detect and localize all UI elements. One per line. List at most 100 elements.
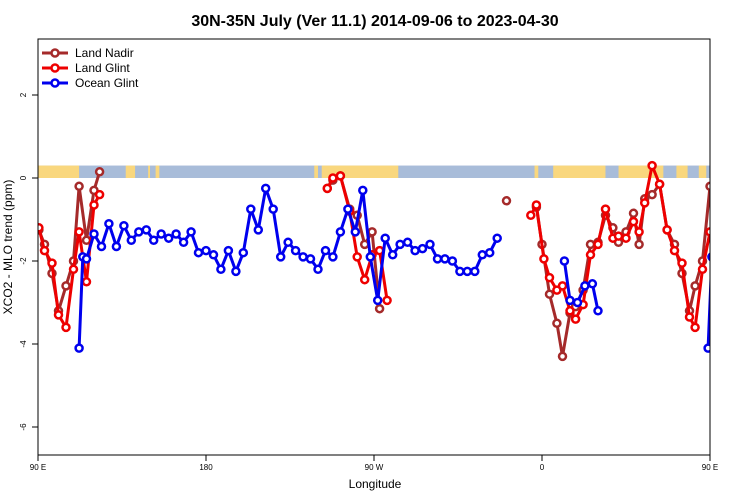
data-point xyxy=(557,281,568,291)
x-tick-label: 90 W xyxy=(365,463,384,472)
data-point xyxy=(531,200,542,210)
data-point xyxy=(74,227,84,237)
data-point xyxy=(68,264,79,275)
legend-marker xyxy=(50,48,60,58)
data-point xyxy=(208,250,219,260)
data-point xyxy=(570,314,581,324)
axes: 90 E 180 90 W 0 90 E 2 0 -2 -4 -6 xyxy=(19,92,718,472)
data-point xyxy=(572,297,583,308)
y-axis-label: XCO2 - MLO trend (ppm) xyxy=(1,180,15,315)
data-point xyxy=(432,254,443,264)
data-point xyxy=(163,233,174,243)
x-tick-label: 0 xyxy=(540,463,545,472)
data-point xyxy=(705,181,710,192)
land-strip-segment xyxy=(314,165,318,178)
data-point xyxy=(74,181,84,192)
y-tick-label: 2 xyxy=(19,92,28,97)
data-point xyxy=(580,281,590,291)
data-point xyxy=(148,235,159,246)
data-point xyxy=(374,303,385,314)
data-point xyxy=(417,243,428,254)
land-strip-segment xyxy=(698,165,707,178)
data-point xyxy=(593,239,603,250)
data-point xyxy=(298,252,308,262)
legend-label: Land Nadir xyxy=(75,46,134,60)
data-point xyxy=(557,351,568,362)
land-ocean-strip xyxy=(38,165,710,178)
data-point xyxy=(156,229,166,239)
data-point xyxy=(290,245,301,256)
data-point xyxy=(238,247,249,258)
data-point xyxy=(260,183,271,194)
legend-marker xyxy=(50,63,60,73)
y-tick-label: -4 xyxy=(19,340,28,348)
data-point xyxy=(552,318,562,329)
data-point xyxy=(526,210,536,221)
data-point xyxy=(335,227,346,237)
data-point xyxy=(447,256,458,266)
data-point xyxy=(268,204,278,214)
data-point xyxy=(585,239,596,250)
data-point xyxy=(628,208,639,219)
series-ocean-glint xyxy=(74,183,710,353)
data-point xyxy=(593,306,603,316)
data-point xyxy=(365,252,376,262)
y-tick-label: -6 xyxy=(19,423,28,431)
data-point xyxy=(634,227,644,237)
data-point xyxy=(47,258,57,268)
data-point xyxy=(104,218,114,229)
data-point xyxy=(539,254,549,264)
data-point xyxy=(53,310,64,320)
y-tick-label: 0 xyxy=(19,175,28,180)
data-point xyxy=(352,252,362,262)
data-point xyxy=(216,264,226,275)
x-tick-label: 90 E xyxy=(30,463,46,472)
data-point xyxy=(559,256,570,266)
data-point xyxy=(367,227,377,237)
data-point xyxy=(134,227,144,237)
legend-item: Land Nadir xyxy=(42,46,134,60)
data-point xyxy=(395,239,405,250)
data-point xyxy=(335,171,346,181)
data-point xyxy=(587,279,598,289)
data-point xyxy=(544,289,555,299)
data-point xyxy=(89,229,99,239)
data-point xyxy=(186,227,196,237)
data-point xyxy=(565,295,575,306)
data-point xyxy=(647,189,657,200)
data-point xyxy=(621,233,631,243)
data-point xyxy=(634,239,644,250)
data-point xyxy=(74,343,84,353)
data-point xyxy=(38,223,44,233)
data-point xyxy=(141,225,152,235)
data-point xyxy=(654,179,665,189)
data-point xyxy=(677,258,687,268)
data-point xyxy=(705,227,710,237)
data-point xyxy=(358,185,368,196)
data-point xyxy=(410,245,420,256)
data-point xyxy=(662,225,672,235)
data-point xyxy=(283,237,293,248)
data-point xyxy=(455,266,465,277)
data-point xyxy=(639,198,650,208)
data-point xyxy=(600,204,611,214)
data-point xyxy=(253,225,264,235)
legend-label: Land Glint xyxy=(75,61,130,75)
x-axis-label: Longitude xyxy=(349,477,402,491)
legend-item: Land Glint xyxy=(42,61,130,75)
data-point xyxy=(470,266,480,277)
legend-marker xyxy=(50,78,60,88)
data-point xyxy=(690,281,700,291)
data-point xyxy=(305,254,316,264)
y-tick-label: -2 xyxy=(19,257,28,265)
legend-label: Ocean Glint xyxy=(75,76,139,90)
data-point xyxy=(613,231,624,241)
data-point xyxy=(94,167,105,177)
data-point xyxy=(380,233,390,243)
land-strip-segment xyxy=(534,165,539,178)
data-point xyxy=(387,250,398,260)
legend-item: Ocean Glint xyxy=(42,76,139,90)
data-point xyxy=(647,160,657,171)
